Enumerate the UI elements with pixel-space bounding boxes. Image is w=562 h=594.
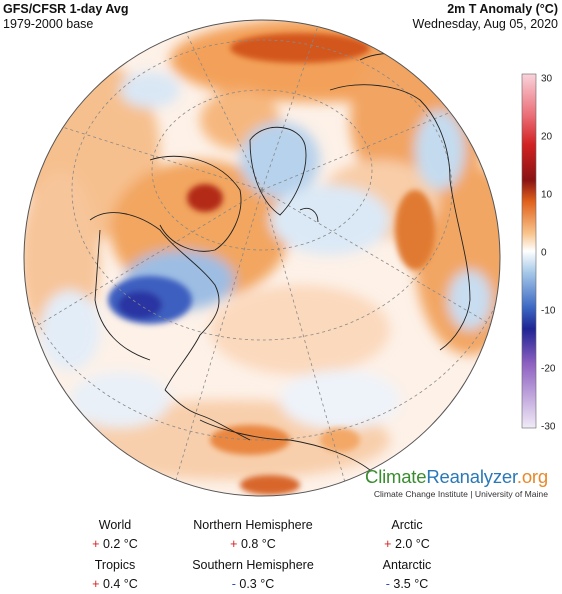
stat-southern-hemisphere: Southern Hemisphere - 0.3 °C xyxy=(178,556,328,594)
colorbar-tick-label: 10 xyxy=(541,190,553,201)
stat-value: - 3.5 °C xyxy=(385,577,429,591)
globe-outline xyxy=(23,19,501,497)
map-header-right: 2m T Anomaly (°C) Wednesday, Aug 05, 202… xyxy=(413,2,558,32)
colorbar-tick-label: -20 xyxy=(541,364,556,375)
stat-value: + 0.4 °C xyxy=(92,577,138,591)
brand-logo[interactable]: ClimateReanalyzer.org xyxy=(365,466,548,487)
colorbar-tick-label: -10 xyxy=(541,306,556,317)
baseline-period: 1979-2000 base xyxy=(3,17,94,31)
stat-antarctic: Antarctic - 3.5 °C xyxy=(332,556,482,594)
variable-title: 2m T Anomaly (°C) xyxy=(447,2,558,16)
stat-northern-hemisphere: Northern Hemisphere + 0.8 °C xyxy=(178,516,328,554)
stat-label: World xyxy=(98,518,132,532)
colorbar-tick-label: 20 xyxy=(541,132,553,143)
stat-value: + 2.0 °C xyxy=(384,537,430,551)
map-date: Wednesday, Aug 05, 2020 xyxy=(412,17,558,31)
stat-label: Arctic xyxy=(391,518,423,532)
brand-subtitle: Climate Change Institute | University of… xyxy=(373,489,548,499)
stat-value: + 0.2 °C xyxy=(92,537,138,551)
map-header-left: GFS/CFSR 1-day Avg 1979-2000 base xyxy=(3,2,128,32)
stat-tropics: Tropics + 0.4 °C xyxy=(40,556,190,594)
stat-label: Northern Hemisphere xyxy=(193,518,313,532)
stat-value: + 0.8 °C xyxy=(230,537,276,551)
brand-block: ClimateReanalyzer.org Climate Change Ins… xyxy=(365,466,548,499)
stat-label: Tropics xyxy=(94,558,136,572)
stat-world: World + 0.2 °C xyxy=(40,516,190,554)
stat-arctic: Arctic + 2.0 °C xyxy=(332,516,482,554)
stat-label: Southern Hemisphere xyxy=(192,558,314,572)
stat-value: - 0.3 °C xyxy=(231,577,275,591)
coastlines xyxy=(89,52,471,471)
model-title: GFS/CFSR 1-day Avg xyxy=(3,2,129,16)
colorbar-tick-label: 30 xyxy=(541,74,553,85)
colorbar-tick-label: 0 xyxy=(541,248,547,259)
graticule xyxy=(24,20,500,496)
stat-label: Antarctic xyxy=(382,558,432,572)
colorbar-scale xyxy=(521,73,537,429)
colorbar-tick-label: -30 xyxy=(541,422,556,433)
